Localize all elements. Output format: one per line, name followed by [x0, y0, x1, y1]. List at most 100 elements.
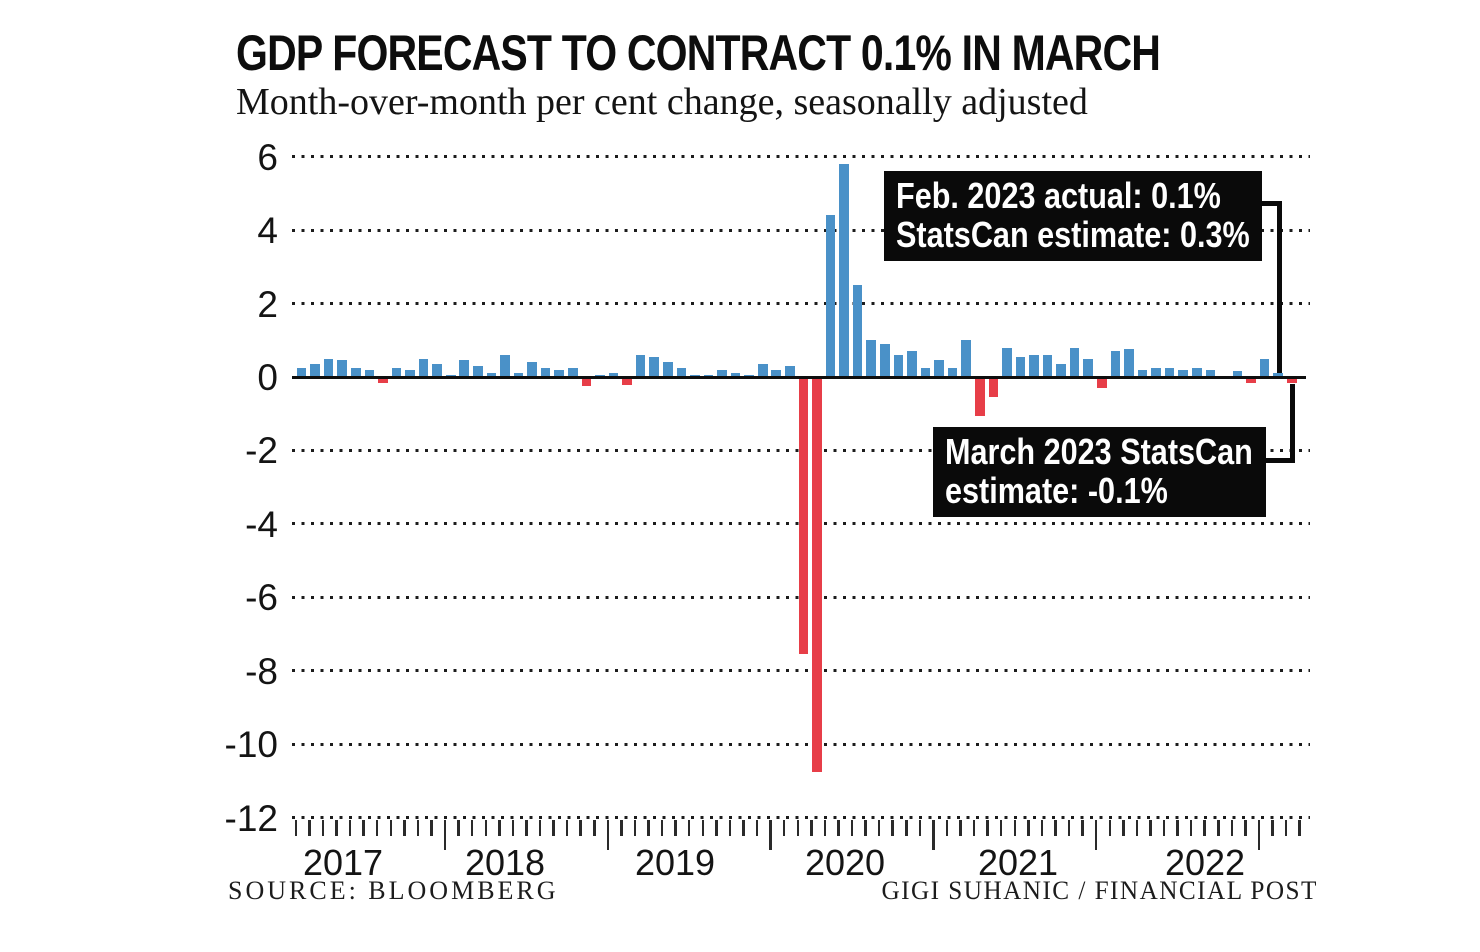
x-axis-tick: [1122, 820, 1125, 836]
x-axis-tick: [294, 820, 298, 836]
x-axis-tick: [538, 820, 542, 836]
x-axis-tick: [932, 820, 935, 850]
x-axis-tick: [552, 820, 555, 836]
x-axis-tick: [959, 820, 962, 836]
x-axis-tick: [1298, 820, 1301, 836]
x-axis-tick: [1027, 820, 1030, 836]
chart-title: GDP FORECAST TO CONTRACT 0.1% IN MARCH: [236, 25, 1161, 81]
x-axis-tick: [810, 820, 813, 836]
x-axis-tick: [986, 820, 989, 836]
x-axis-tick: [1244, 820, 1247, 836]
bar-positive: [323, 358, 334, 377]
zero-baseline: [292, 375, 1306, 379]
x-axis-tick: [403, 820, 406, 836]
x-axis-tick: [1271, 820, 1274, 836]
x-axis-tick: [755, 820, 759, 836]
x-axis-tick: [823, 820, 827, 836]
x-axis-tick: [389, 820, 393, 836]
bar-negative: [812, 379, 822, 772]
year-label: 2021: [977, 842, 1059, 883]
march-callout-connector-horizontal: [1264, 458, 1295, 463]
x-axis-tick: [769, 820, 772, 850]
bar-positive: [473, 365, 483, 377]
x-axis-tick: [728, 820, 732, 836]
x-axis-tick: [470, 820, 474, 836]
bar-negative: [974, 379, 985, 416]
y-axis-label: 4: [257, 210, 278, 252]
bar-positive: [513, 373, 524, 377]
bar-positive: [771, 369, 782, 377]
bar-positive: [1164, 367, 1175, 377]
x-axis-tick: [375, 820, 379, 836]
x-axis-tick: [1203, 820, 1206, 836]
grid-line: [292, 742, 1310, 746]
bar-positive: [961, 340, 971, 377]
march-2023-callout: March 2023 StatsCan estimate: -0.1%: [933, 427, 1266, 517]
x-axis-tick: [416, 820, 420, 836]
year-label: 2018: [464, 842, 546, 883]
bar-positive: [1259, 358, 1270, 377]
y-axis-label: -2: [245, 430, 278, 472]
x-axis-tick: [918, 820, 922, 836]
bar-positive: [432, 364, 442, 377]
x-axis-tick: [457, 820, 460, 836]
x-axis-tick: [999, 820, 1003, 836]
grid-line: [292, 816, 1310, 820]
bar-negative: [622, 379, 632, 385]
x-axis-tick: [443, 820, 447, 850]
x-axis-tick: [782, 820, 786, 836]
bar-positive: [866, 340, 877, 377]
x-axis-tick: [674, 820, 677, 836]
credit-label: GIGI SUHANIC / FINANCIAL POST: [881, 876, 1318, 905]
bar-positive: [310, 364, 320, 377]
feb-2023-callout: Feb. 2023 actual: 0.1% StatsCan estimate…: [884, 171, 1262, 261]
bar-positive: [1069, 347, 1080, 377]
x-axis-tick: [715, 820, 718, 836]
bar-positive: [500, 354, 510, 377]
x-axis-tick: [335, 820, 338, 836]
bar-positive: [1015, 356, 1026, 377]
x-axis-tick: [511, 820, 515, 836]
march-2023-callout-line2: estimate: -0.1%: [945, 470, 1168, 511]
bar-positive: [405, 369, 415, 377]
bar-positive: [527, 362, 537, 377]
feb-callout-connector-vertical: [1276, 201, 1282, 373]
bar-positive: [296, 367, 307, 377]
x-axis-tick: [1176, 820, 1179, 836]
bar-positive: [1232, 371, 1243, 377]
bar-positive: [1029, 354, 1039, 377]
x-axis-tick: [660, 820, 664, 836]
x-axis-tick: [484, 820, 487, 836]
bar-positive: [730, 373, 741, 377]
bar-positive: [934, 360, 944, 377]
year-label: 2022: [1164, 842, 1246, 883]
bar-positive: [839, 164, 849, 377]
year-label: 2020: [804, 842, 886, 883]
feb-2023-callout-line1: Feb. 2023 actual: 0.1%: [896, 175, 1221, 216]
y-axis-label: 6: [257, 136, 278, 178]
x-axis-tick: [498, 820, 501, 836]
bar-positive: [337, 360, 347, 377]
bar-positive: [1124, 349, 1134, 377]
feb-callout-connector-horizontal: [1262, 201, 1282, 206]
x-axis-tick: [945, 820, 949, 836]
bar-positive: [350, 367, 361, 377]
bar-positive: [852, 285, 863, 377]
x-axis-tick: [1108, 820, 1111, 836]
x-axis-tick: [1040, 820, 1044, 836]
bar-positive: [459, 360, 470, 377]
year-label: 2019: [634, 842, 716, 883]
x-axis-tick: [593, 820, 596, 836]
x-axis-tick: [565, 820, 569, 836]
x-axis-tick: [647, 820, 650, 836]
x-axis-tick: [633, 820, 637, 836]
x-axis-tick: [1149, 820, 1152, 836]
grid-line: [292, 669, 1310, 673]
bar-positive: [1056, 364, 1066, 377]
bar-positive: [893, 354, 904, 377]
x-axis-tick: [850, 820, 854, 836]
x-axis-tick: [796, 820, 799, 836]
bar-positive: [717, 369, 727, 377]
x-axis-tick: [1284, 820, 1288, 836]
